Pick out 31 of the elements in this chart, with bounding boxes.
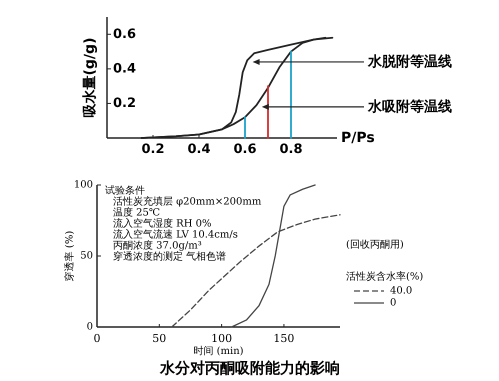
annotation: 流入空气流速 LV 10.4cm/s [113, 228, 238, 240]
legend-title: 活性炭含水率(%) [346, 270, 424, 282]
x-tick-label: 0.6 [233, 142, 257, 157]
y-tick-label: 100 [74, 180, 93, 190]
annotation: 温度 25℃ [113, 206, 160, 218]
x-axis-title: P/Ps [341, 130, 375, 146]
x-tick-label: 100 [211, 332, 232, 345]
legend-label: 0 [390, 298, 396, 308]
text: 水分对丙酮吸附能力的影响 [159, 359, 340, 377]
y-axis-title: 穿透率 (%) [64, 230, 76, 282]
annotation: 穿透浓度的测定 气相色谱 [113, 250, 226, 262]
x-tick-label: 0.8 [279, 142, 303, 157]
y-tick-label: 0.4 [113, 61, 136, 76]
y-tick-label: 0.6 [113, 26, 136, 42]
x-tick-label: 0.4 [187, 142, 211, 157]
annotation: 活性炭充填层 φ20mm×200mm [113, 196, 262, 208]
x-tick-label: 0.2 [141, 142, 165, 157]
y-tick-label: 0.2 [113, 96, 136, 111]
legend-label: 40.0 [390, 286, 412, 296]
y-tick-label: 0 [86, 322, 93, 332]
x-axis-title: 时间 (min) [193, 345, 244, 357]
x-tick-label: 50 [152, 332, 166, 345]
annotation: 水吸附等温线 [367, 98, 452, 115]
y-tick-label: 50 [80, 250, 93, 262]
annotation: 流入空气湿度 RH 0% [113, 218, 212, 230]
x-tick-label: 150 [273, 332, 294, 345]
annotation: 丙酮浓度 37.0g/m³ [113, 240, 202, 252]
y-axis-title: 吸水量(g/g) [82, 38, 98, 118]
text: (回收丙酮用) [346, 240, 404, 250]
annotation: 试验条件 [105, 184, 145, 196]
annotation: 水脱附等温线 [367, 54, 452, 70]
